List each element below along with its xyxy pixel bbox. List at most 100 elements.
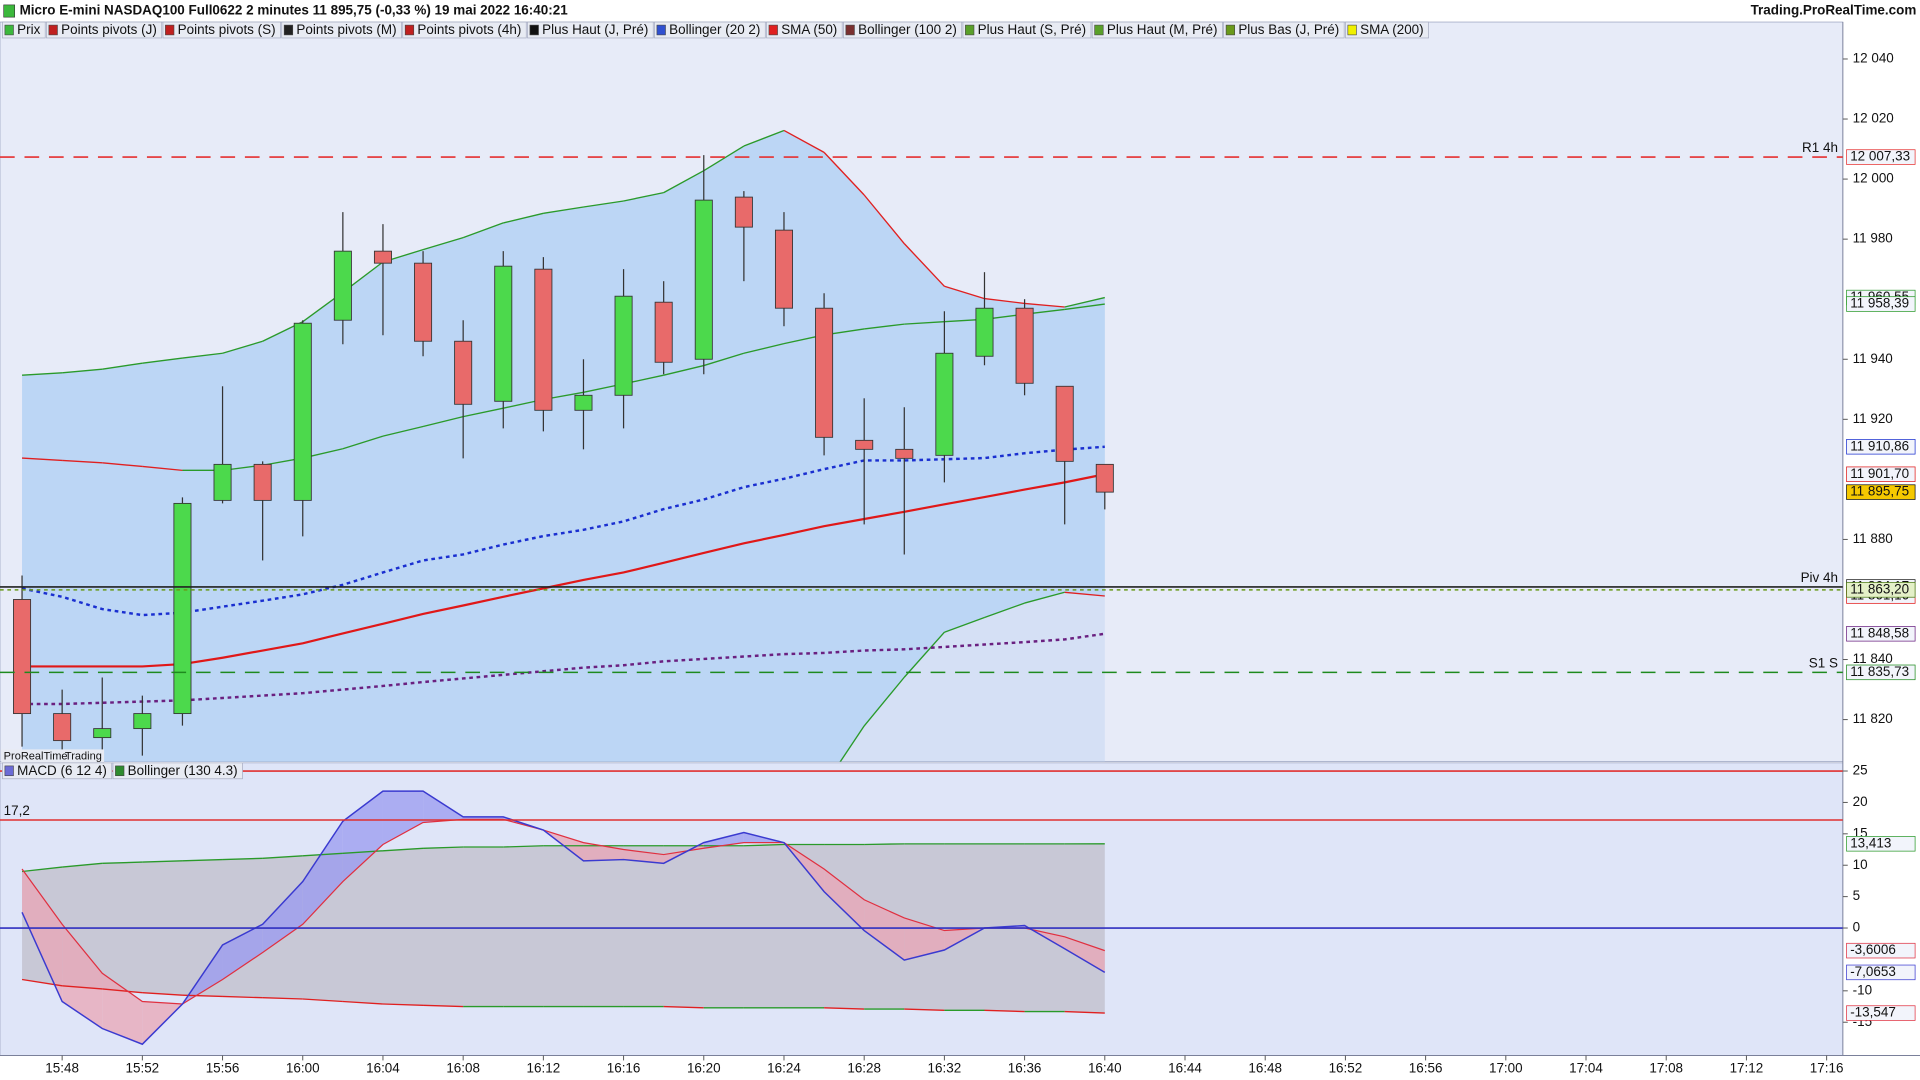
legend-swatch <box>1347 24 1357 36</box>
legend-item-box <box>654 21 766 39</box>
legend-label: Bollinger (20 2) <box>669 22 760 37</box>
bollinger-130-lower <box>302 998 343 1003</box>
candle-body <box>654 301 673 363</box>
y-tick-label: 20 <box>1853 794 1868 809</box>
macd-signal-fill <box>102 973 143 1045</box>
bollinger-20-lower <box>1064 591 1105 597</box>
candle-body <box>93 728 112 739</box>
candle-body <box>373 250 392 264</box>
legend-label: Points pivots (4h) <box>417 22 521 37</box>
bollinger-20-upper <box>543 206 584 214</box>
bollinger-130-upper <box>102 861 143 865</box>
y-tick-label: 5 <box>1853 888 1860 903</box>
bollinger-20-lower <box>903 631 945 678</box>
bollinger-100-upper <box>142 465 183 472</box>
level-label: R1 4h <box>1802 140 1838 155</box>
x-tick-label: 16:48 <box>1248 1061 1282 1076</box>
x-tick-label: 17:08 <box>1649 1061 1683 1076</box>
bollinger-100-middle <box>22 632 1105 706</box>
legend-item-box <box>112 762 243 780</box>
candle-body <box>414 262 433 342</box>
legend-label: SMA (50) <box>781 22 837 37</box>
legend-swatch <box>1094 24 1104 36</box>
value-tag <box>1846 582 1916 598</box>
level-label: S1 S <box>1809 655 1838 670</box>
macd-signal-fill <box>382 791 424 845</box>
bollinger-100-upper <box>422 415 464 428</box>
y-tick-label: 12 040 <box>1853 51 1894 66</box>
value-tag <box>1846 836 1916 852</box>
bollinger-130-lower <box>423 1004 464 1008</box>
bollinger-20-upper <box>503 212 544 224</box>
candle-body <box>454 340 473 405</box>
legend-label: Plus Haut (M, Pré) <box>1107 22 1218 37</box>
macd-signal-fill <box>743 832 784 843</box>
x-tick-label: 16:12 <box>527 1061 561 1076</box>
value-tag-label: 11 958,39 <box>1850 296 1909 311</box>
candle-body <box>1015 307 1034 384</box>
overlay-layer: ProRealTime Trading Prix Points pivots (J… <box>1 21 1916 1076</box>
x-tick-label: 16:16 <box>607 1061 641 1076</box>
legend-swatch <box>845 24 855 36</box>
bollinger-20-middle <box>21 445 1105 617</box>
bollinger-130-lower <box>904 1008 945 1011</box>
y-tick-label: -10 <box>1853 982 1872 997</box>
value-tag-label: 11 863,20 <box>1850 581 1909 596</box>
bollinger-100-upper <box>102 462 143 468</box>
legend-item-box <box>1223 21 1345 39</box>
legend-label: Bollinger (130 4.3) <box>128 763 238 778</box>
legend-label: Plus Bas (J, Pré) <box>1238 22 1339 37</box>
legend-item-box <box>281 21 402 39</box>
value-tag-label: 11 901,70 <box>1850 466 1909 481</box>
value-tag <box>1846 484 1916 500</box>
x-tick-label: 16:00 <box>286 1061 320 1076</box>
bollinger-20-upper <box>623 191 664 202</box>
legend-swatch <box>165 24 175 36</box>
bollinger-100-upper <box>864 323 905 330</box>
bollinger-20-upper <box>863 194 905 245</box>
candle-body <box>895 448 914 459</box>
x-tick-label: 16:20 <box>687 1061 721 1076</box>
x-tick-label: 16:52 <box>1329 1061 1363 1076</box>
bollinger-130-lower <box>21 978 63 987</box>
value-tag <box>1846 296 1916 312</box>
macd-signal-fill <box>583 842 624 861</box>
bollinger-20-lower <box>944 616 985 633</box>
bollinger-130-upper <box>142 860 183 863</box>
bollinger-20-upper <box>22 372 63 376</box>
x-tick-label: 17:00 <box>1489 1061 1523 1076</box>
legend-item-box <box>1091 21 1223 39</box>
x-tick-label: 16:04 <box>366 1061 400 1076</box>
bollinger-20-lower <box>839 725 865 762</box>
bollinger-130-lower <box>222 995 263 999</box>
legend-label: Points pivots (J) <box>61 22 157 37</box>
bollinger-130-upper <box>222 857 263 861</box>
bollinger-130-upper <box>382 847 424 852</box>
candle-body <box>855 439 874 450</box>
legend-item-box <box>527 21 654 39</box>
bollinger-20-lower <box>984 602 1025 619</box>
bollinger-20-upper <box>462 222 504 239</box>
macd-signal-fill <box>302 821 343 925</box>
bollinger-20-upper <box>182 352 223 359</box>
bollinger-20-upper <box>142 357 183 364</box>
x-tick-label: 17:04 <box>1569 1061 1603 1076</box>
legend-item-box <box>766 21 843 39</box>
value-tag <box>1846 439 1916 455</box>
candle-body <box>133 713 152 730</box>
legend-label: Points pivots (M) <box>296 22 396 37</box>
legend-swatch <box>768 24 778 36</box>
bollinger-20-band <box>22 130 1105 762</box>
y-tick-label: 12 000 <box>1853 171 1894 186</box>
bollinger-130-upper <box>21 866 63 873</box>
bollinger-20-upper <box>102 362 143 370</box>
bollinger-130-lower <box>142 992 183 996</box>
legend-swatch <box>656 24 666 36</box>
y-tick-label: 12 020 <box>1853 111 1894 126</box>
x-tick-label: 16:08 <box>446 1061 480 1076</box>
legend-label: Bollinger (100 2) <box>858 22 957 37</box>
bollinger-130-upper <box>423 846 464 849</box>
legend-item-box <box>2 762 113 780</box>
bollinger-100-upper <box>463 407 504 418</box>
legend-swatch <box>48 24 58 36</box>
